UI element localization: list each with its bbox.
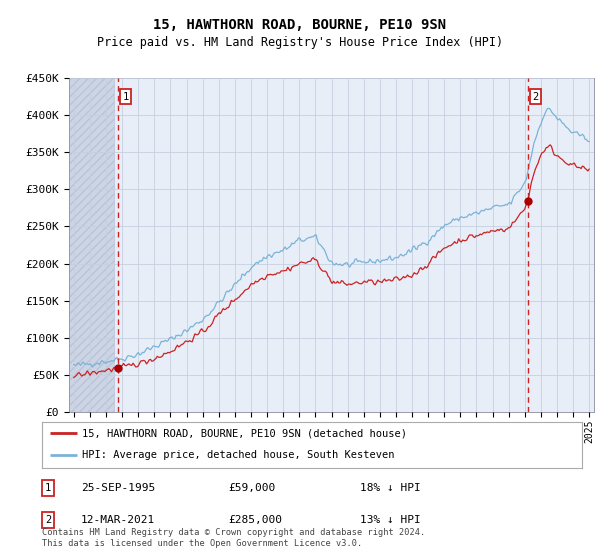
Text: 2: 2 — [533, 92, 539, 102]
Bar — [66, 78, 114, 412]
Text: 12-MAR-2021: 12-MAR-2021 — [81, 515, 155, 525]
Text: 1: 1 — [45, 483, 51, 493]
Text: 1: 1 — [122, 92, 129, 102]
Text: 25-SEP-1995: 25-SEP-1995 — [81, 483, 155, 493]
Text: Price paid vs. HM Land Registry's House Price Index (HPI): Price paid vs. HM Land Registry's House … — [97, 36, 503, 49]
Text: HPI: Average price, detached house, South Kesteven: HPI: Average price, detached house, Sout… — [83, 450, 395, 460]
Text: 18% ↓ HPI: 18% ↓ HPI — [360, 483, 421, 493]
Text: £285,000: £285,000 — [228, 515, 282, 525]
Text: 13% ↓ HPI: 13% ↓ HPI — [360, 515, 421, 525]
Text: 2: 2 — [45, 515, 51, 525]
Text: 15, HAWTHORN ROAD, BOURNE, PE10 9SN: 15, HAWTHORN ROAD, BOURNE, PE10 9SN — [154, 18, 446, 32]
Text: 15, HAWTHORN ROAD, BOURNE, PE10 9SN (detached house): 15, HAWTHORN ROAD, BOURNE, PE10 9SN (det… — [83, 428, 407, 438]
Text: Contains HM Land Registry data © Crown copyright and database right 2024.
This d: Contains HM Land Registry data © Crown c… — [42, 528, 425, 548]
Text: £59,000: £59,000 — [228, 483, 275, 493]
